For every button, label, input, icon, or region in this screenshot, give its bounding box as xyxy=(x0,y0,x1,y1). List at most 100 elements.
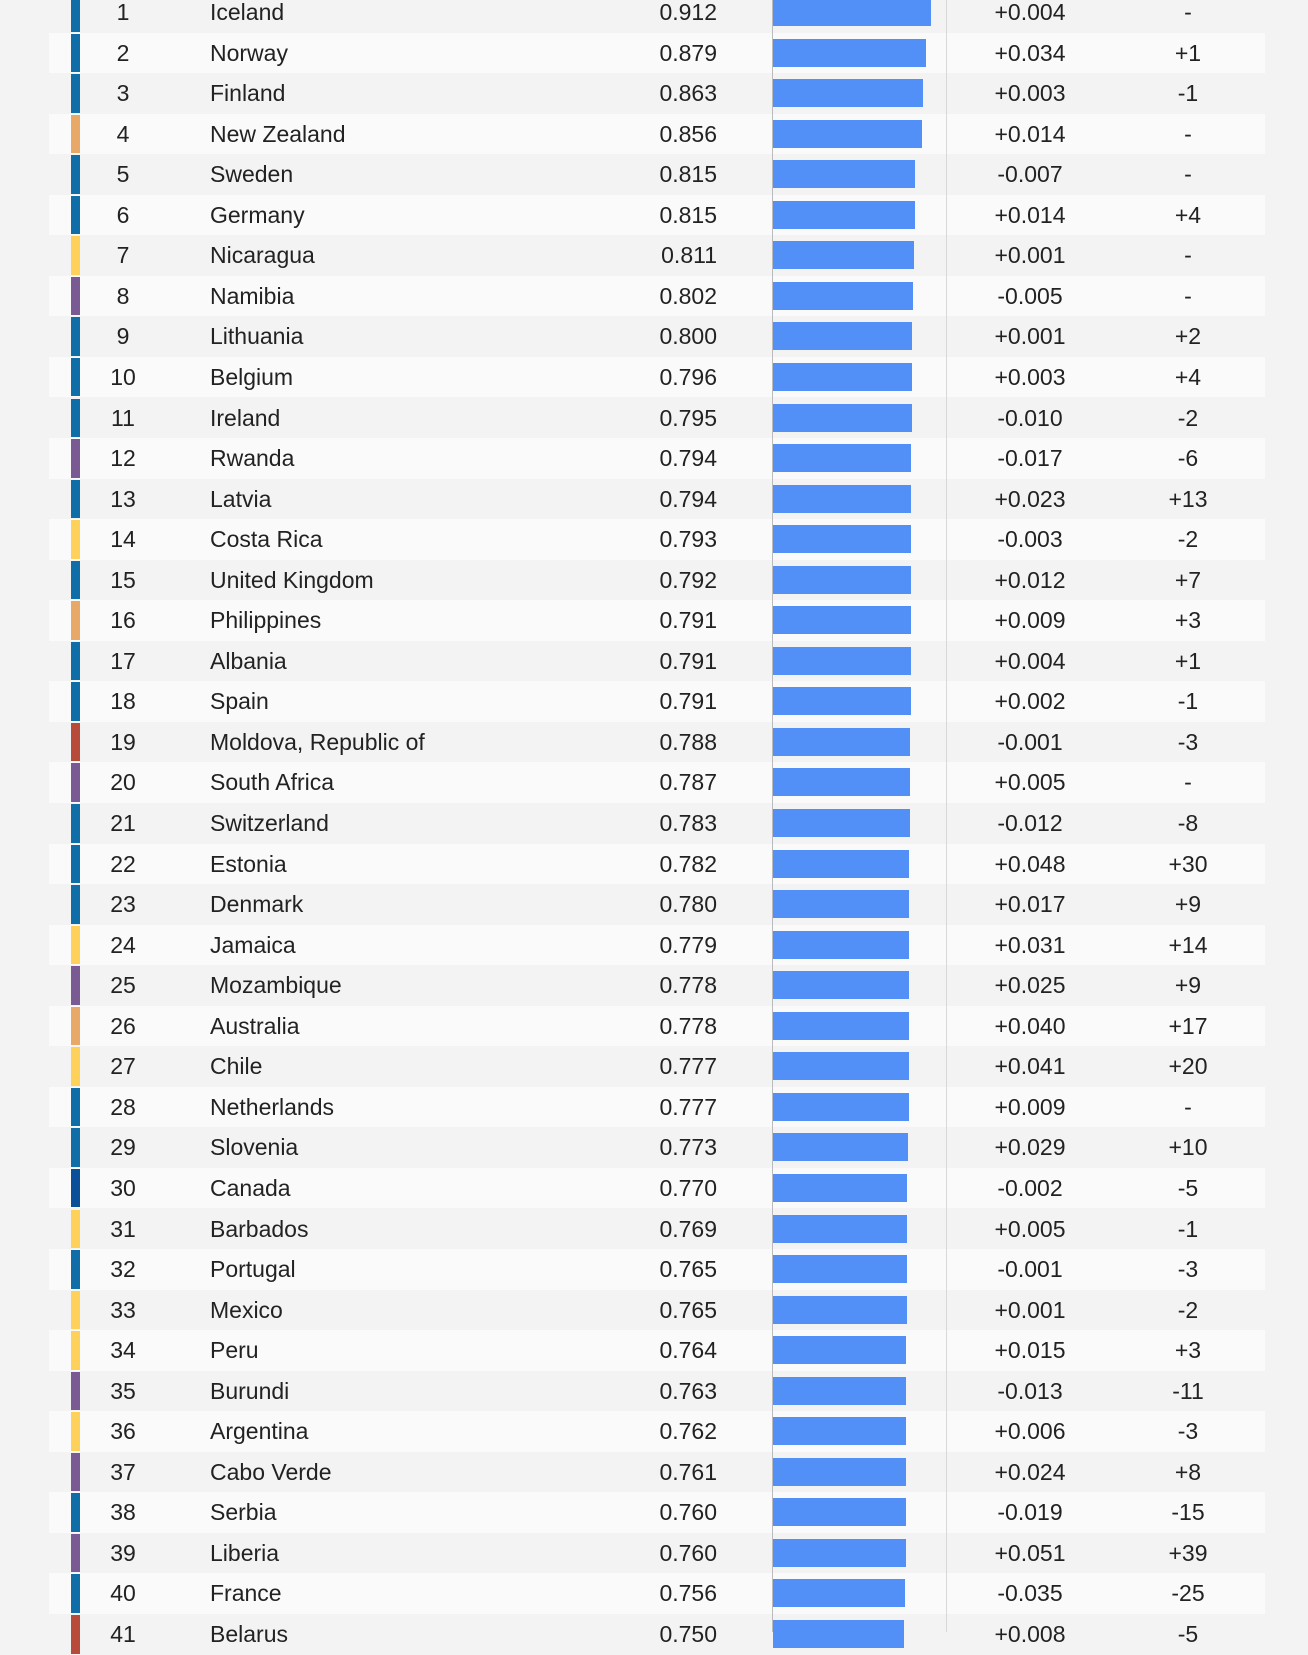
score-change-cell: +0.041 xyxy=(994,1053,1066,1080)
score-change-cell: +0.017 xyxy=(994,891,1066,918)
table-row: 19 Moldova, Republic of 0.788 -0.001 -3 xyxy=(49,722,1265,763)
table-row: 38 Serbia 0.760 -0.019 -15 xyxy=(49,1492,1265,1533)
region-color-marker xyxy=(71,1290,80,1330)
score-bar xyxy=(773,484,912,513)
region-color-marker xyxy=(71,1574,80,1613)
score-cell: 0.815 xyxy=(659,201,717,228)
rank-change-cell: +7 xyxy=(1174,566,1202,593)
rank-change-cell: -2 xyxy=(1177,1296,1199,1323)
score-bar xyxy=(773,1295,907,1324)
region-color-marker xyxy=(71,1371,80,1411)
country-cell: Mozambique xyxy=(210,972,342,999)
score-bar xyxy=(773,525,912,554)
region-color-marker xyxy=(71,1615,80,1654)
table-row: 16 Philippines 0.791 +0.009 +3 xyxy=(49,600,1265,641)
score-cell: 0.769 xyxy=(659,1215,717,1242)
rank-cell: 9 xyxy=(116,323,130,350)
country-cell: South Africa xyxy=(210,769,335,796)
country-cell: Ireland xyxy=(210,404,281,431)
rank-cell: 41 xyxy=(110,1621,136,1647)
score-cell: 0.780 xyxy=(659,891,717,918)
country-cell: Belarus xyxy=(210,1621,288,1647)
score-cell: 0.756 xyxy=(659,1580,717,1607)
score-bar xyxy=(773,362,912,391)
rank-change-cell: +1 xyxy=(1174,647,1202,674)
rank-cell: 24 xyxy=(110,931,136,958)
rank-cell: 39 xyxy=(110,1539,136,1566)
score-bar xyxy=(773,849,910,878)
score-change-cell: +0.006 xyxy=(994,1418,1066,1445)
country-cell: Switzerland xyxy=(210,810,329,836)
score-cell: 0.779 xyxy=(659,931,717,958)
country-cell: Latvia xyxy=(210,485,272,512)
region-color-marker xyxy=(71,1533,80,1573)
rank-change-cell: - xyxy=(1184,120,1192,147)
region-color-marker xyxy=(71,722,80,762)
score-change-cell: +0.001 xyxy=(994,242,1066,269)
score-bar xyxy=(773,1011,909,1040)
rank-cell: 33 xyxy=(110,1296,136,1323)
rank-change-cell: +10 xyxy=(1168,1134,1208,1161)
table-row: 39 Liberia 0.760 +0.051 +39 xyxy=(49,1533,1265,1574)
region-color-marker xyxy=(71,804,80,843)
score-cell: 0.762 xyxy=(659,1418,717,1445)
score-bar xyxy=(773,930,909,959)
table-row: 17 Albania 0.791 +0.004 +1 xyxy=(49,641,1265,682)
country-cell: Denmark xyxy=(210,891,304,918)
score-cell: 0.783 xyxy=(659,810,717,836)
region-color-marker xyxy=(71,357,80,397)
country-cell: Barbados xyxy=(210,1215,309,1242)
score-bar xyxy=(773,1417,907,1446)
rank-change-cell: +4 xyxy=(1174,201,1202,228)
score-cell: 0.791 xyxy=(659,607,717,634)
score-bar xyxy=(773,38,926,67)
table-row: 4 New Zealand 0.856 +0.014 - xyxy=(49,113,1265,155)
table-row: 29 Slovenia 0.773 +0.029 +10 xyxy=(49,1127,1265,1168)
rank-change-cell: +9 xyxy=(1174,891,1202,918)
rank-cell: 34 xyxy=(110,1337,136,1364)
country-cell: Burundi xyxy=(210,1377,290,1404)
score-bar xyxy=(773,1092,909,1121)
score-change-cell: -0.013 xyxy=(997,1377,1063,1404)
score-bar xyxy=(773,1133,908,1162)
score-bar xyxy=(773,160,915,189)
table-row: 5 Sweden 0.815 -0.007 - xyxy=(49,154,1265,195)
rank-change-cell: -3 xyxy=(1177,1256,1199,1283)
score-change-cell: +0.014 xyxy=(994,120,1066,147)
rank-cell: 12 xyxy=(110,445,136,472)
score-change-cell: +0.003 xyxy=(994,363,1066,390)
score-bar xyxy=(773,322,913,351)
score-change-cell: +0.023 xyxy=(994,485,1066,512)
region-color-marker xyxy=(71,966,80,1005)
score-change-cell: -0.003 xyxy=(997,526,1063,553)
rank-cell: 25 xyxy=(110,972,136,999)
score-change-cell: +0.024 xyxy=(994,1458,1066,1485)
score-cell: 0.856 xyxy=(659,120,717,147)
country-cell: Rwanda xyxy=(210,445,295,472)
score-change-cell: -0.001 xyxy=(997,1256,1063,1283)
table-row: 26 Australia 0.778 +0.040 +17 xyxy=(49,1005,1265,1047)
score-bar xyxy=(773,971,909,1000)
rank-cell: 36 xyxy=(110,1418,136,1445)
score-cell: 0.750 xyxy=(659,1621,717,1647)
country-cell: Sweden xyxy=(210,161,294,188)
region-color-marker xyxy=(71,155,80,194)
rank-change-cell: -1 xyxy=(1177,1215,1199,1242)
country-cell: Mexico xyxy=(210,1296,283,1323)
rank-cell: 38 xyxy=(110,1499,136,1526)
score-change-cell: +0.040 xyxy=(994,1012,1066,1039)
table-row: 34 Peru 0.764 +0.015 +3 xyxy=(49,1330,1265,1371)
score-bar xyxy=(773,200,915,229)
table-row: 24 Jamaica 0.779 +0.031 +14 xyxy=(49,924,1265,966)
rank-change-cell: -1 xyxy=(1177,80,1199,107)
table-row: 9 Lithuania 0.800 +0.001 +2 xyxy=(49,316,1265,357)
score-change-cell: +0.051 xyxy=(994,1539,1066,1566)
score-change-cell: +0.003 xyxy=(994,80,1066,107)
region-color-marker xyxy=(71,1209,80,1248)
rank-change-cell: -1 xyxy=(1177,688,1199,715)
score-bar xyxy=(773,1457,906,1486)
rank-cell: 13 xyxy=(110,485,136,512)
score-cell: 0.782 xyxy=(659,850,717,877)
country-cell: Argentina xyxy=(210,1418,309,1445)
region-color-marker xyxy=(71,439,80,478)
